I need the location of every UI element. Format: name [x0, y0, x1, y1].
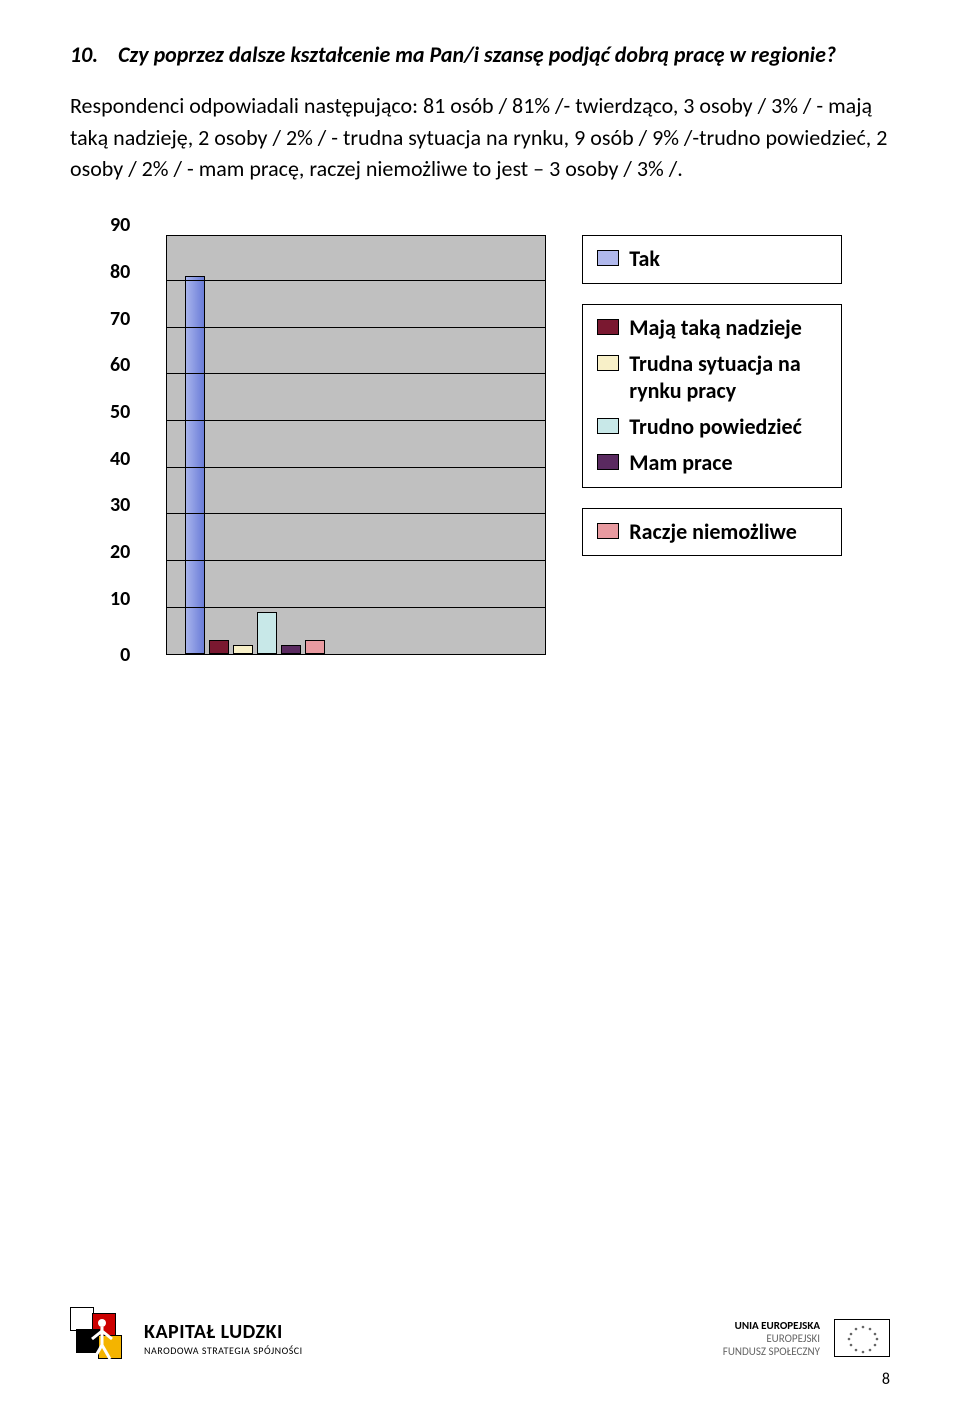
page-footer: KAPITAŁ LUDZKI NARODOWA STRATEGIA SPÓJNO… — [70, 1307, 890, 1369]
chart-gridline — [167, 607, 545, 608]
legend-item: Tak — [597, 246, 827, 272]
chart-gridline — [167, 513, 545, 514]
question-number: 10. — [70, 41, 98, 68]
chart-legend: Tak Mają taką nadzieje Trudna sytuacja na … — [582, 235, 842, 556]
legend-item: Mają taką nadzieje — [597, 315, 827, 341]
bar-chart — [166, 235, 546, 655]
chart-gridline — [167, 560, 545, 561]
question-heading: 10. Czy poprzez dalsze kształcenie ma Pa… — [70, 40, 890, 70]
legend-label: Trudno powiedzieć — [629, 414, 802, 440]
question-text: Czy poprzez dalsze kształcenie ma Pan/i … — [118, 41, 836, 68]
chart-gridline — [167, 420, 545, 421]
logo-kapital-ludzki: KAPITAŁ LUDZKI NARODOWA STRATEGIA SPÓJNO… — [70, 1307, 303, 1369]
legend-swatch — [597, 319, 619, 335]
answer-paragraph: Respondenci odpowiadali następująco: 81 … — [70, 90, 890, 186]
chart-bar — [209, 640, 229, 654]
legend-item: Trudna sytuacja na rynku pracy — [597, 351, 827, 404]
legend-item: Trudno powiedzieć — [597, 414, 827, 440]
legend-label: Raczje niemożliwe — [629, 519, 797, 545]
chart-bar — [185, 276, 205, 654]
legend-swatch — [597, 523, 619, 539]
chart-bar — [305, 640, 325, 654]
logo-right-line1: UNIA EUROPEJSKA — [723, 1319, 820, 1332]
legend-label: Tak — [629, 246, 660, 272]
chart-bar — [257, 612, 277, 654]
logo-right-line2: EUROPEJSKI — [723, 1332, 820, 1345]
logo-unia-europejska: UNIA EUROPEJSKA EUROPEJSKI FUNDUSZ SPOŁE… — [723, 1319, 890, 1358]
eu-flag-icon — [834, 1319, 890, 1357]
legend-swatch — [597, 418, 619, 434]
page-number: 8 — [882, 1370, 890, 1389]
chart-y-axis: 9080706050403020100 — [110, 235, 130, 655]
logo-left-title: KAPITAŁ LUDZKI — [144, 1320, 303, 1344]
legend-group: Mają taką nadzieje Trudna sytuacja na ryn… — [582, 304, 842, 488]
chart-gridline — [167, 327, 545, 328]
legend-swatch — [597, 250, 619, 266]
chart-gridline — [167, 373, 545, 374]
kapital-ludzki-icon — [70, 1307, 132, 1369]
logo-left-subtitle: NARODOWA STRATEGIA SPÓJNOŚCI — [144, 1344, 303, 1357]
legend-label: Mam prace — [629, 450, 732, 476]
legend-group: Raczje niemożliwe — [582, 508, 842, 556]
chart-area: 9080706050403020100 Tak Mają taką nadziej… — [110, 235, 890, 655]
chart-bar — [281, 645, 301, 654]
chart-gridline — [167, 467, 545, 468]
chart-bar — [233, 645, 253, 654]
legend-item: Raczje niemożliwe — [597, 519, 827, 545]
legend-group: Tak — [582, 235, 842, 283]
legend-label: Trudna sytuacja na rynku pracy — [629, 351, 827, 404]
legend-item: Mam prace — [597, 450, 827, 476]
chart-gridline — [167, 280, 545, 281]
logo-right-line3: FUNDUSZ SPOŁECZNY — [723, 1345, 820, 1358]
legend-label: Mają taką nadzieje — [629, 315, 802, 341]
legend-swatch — [597, 454, 619, 470]
legend-swatch — [597, 355, 619, 371]
